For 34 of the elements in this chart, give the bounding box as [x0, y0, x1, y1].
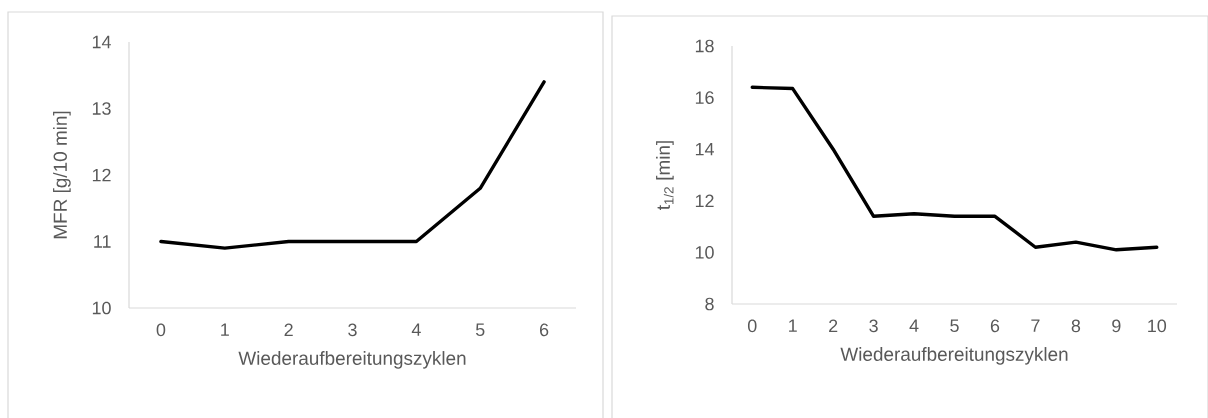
x-tick-label: 6 [540, 323, 549, 337]
x-tick-label: 8 [1071, 319, 1081, 333]
x-tick-label: 7 [1031, 319, 1040, 332]
x-tick-label: 4 [909, 319, 919, 332]
y-axis-title: t$_{1/2}$ [min] [656, 141, 674, 210]
x-tick-label: 4 [411, 323, 421, 336]
x-tick-label: 1 [221, 323, 229, 336]
y-tick-label: 18 [695, 39, 714, 53]
y-tick-label: 10 [92, 301, 111, 315]
y-tick-label: 13 [92, 102, 111, 115]
y-axis-title: MFR [g/10 min] [53, 111, 71, 239]
y-tick-label: 14 [92, 35, 111, 49]
x-tick-label: 1 [789, 319, 797, 332]
y-tick-label: 14 [695, 143, 714, 156]
x-tick-label: 10 [1148, 319, 1167, 333]
x-axis-title: Wiederaufbereitungszyklen [840, 347, 1068, 365]
x-tick-label: 0 [156, 323, 166, 337]
x-tick-label: 2 [829, 319, 838, 333]
x-tick-label: 0 [747, 319, 757, 333]
y-tick-label: 11 [94, 235, 111, 248]
y-tick-label: 10 [695, 246, 714, 259]
y-tick-label: 8 [705, 297, 714, 311]
y-tick-label: 16 [695, 91, 714, 104]
x-tick-label: 3 [348, 323, 357, 337]
x-tick-label: 6 [990, 319, 1000, 333]
line-series [750, 85, 1159, 252]
x-axis-title: Wiederaufbereitungszyklen [238, 351, 466, 369]
x-tick-label: 3 [869, 319, 878, 333]
x-tick-label: 5 [475, 323, 485, 337]
x-tick-label: 9 [1112, 319, 1121, 333]
x-tick-label: 5 [950, 319, 959, 333]
x-tick-label: 2 [284, 323, 293, 337]
y-tick-label: 12 [695, 194, 714, 208]
y-tick-label: 12 [92, 168, 111, 182]
